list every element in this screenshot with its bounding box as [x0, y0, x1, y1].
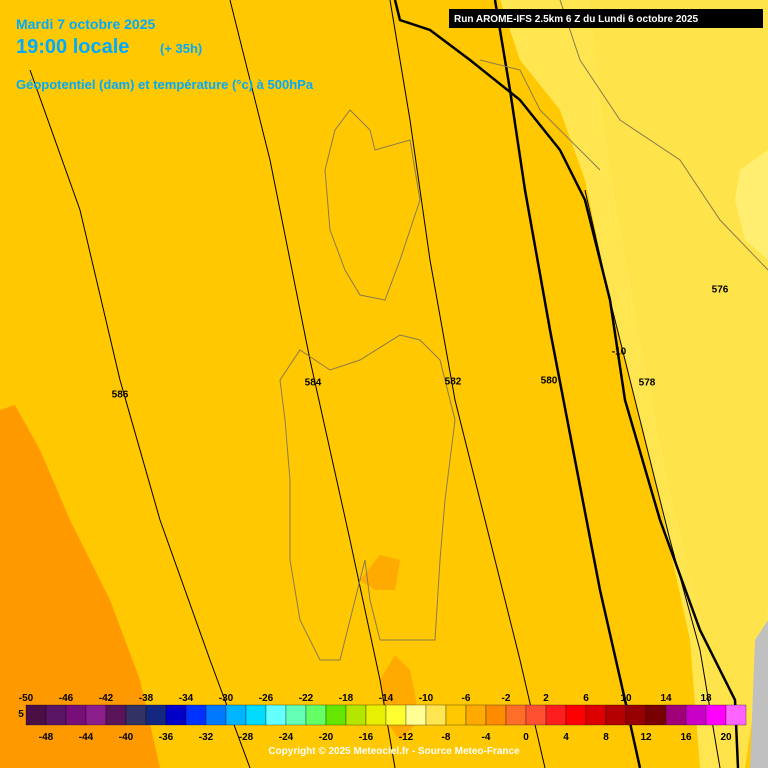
colorbar-cell — [485, 704, 507, 726]
contour-label: 578 — [639, 378, 656, 389]
run-box — [449, 9, 763, 28]
contour-labels: 586 584 582 580 578 576 -10 — [112, 285, 729, 401]
contour-label: 586 — [112, 390, 129, 401]
colorbar-cell — [685, 704, 707, 726]
colorbar-cell — [245, 704, 267, 726]
colorbar-tick-label: 6 — [583, 693, 589, 704]
colorbar-tick-label: -32 — [199, 732, 214, 743]
colorbar-cell — [365, 704, 387, 726]
colorbar-cell — [565, 704, 587, 726]
colorbar-tick-label: -38 — [139, 693, 154, 704]
colorbar-cell — [465, 704, 487, 726]
colorbar-tick-label: -44 — [79, 732, 94, 743]
colorbar-tick-label: 4 — [563, 732, 569, 743]
time: 19:00 locale — [16, 36, 129, 58]
colorbar-edge-label: 5 — [18, 709, 24, 720]
colorbar-cell — [205, 704, 227, 726]
colorbar-cell — [225, 704, 247, 726]
colorbar-cell — [65, 704, 87, 726]
contour-label: 580 — [541, 376, 558, 387]
colorbar-tick-label: 18 — [700, 693, 712, 704]
contour-label: 582 — [445, 377, 462, 388]
colorbar-tick-label: -22 — [299, 693, 314, 704]
colorbar-cell — [445, 704, 467, 726]
colorbar-tick-label: -36 — [159, 732, 174, 743]
contour-label: -10 — [612, 347, 627, 358]
colorbar-cell — [345, 704, 367, 726]
colorbar-cell — [525, 704, 547, 726]
colorbar-tick-label: -30 — [219, 693, 234, 704]
colorbar-tick-label: 0 — [523, 732, 529, 743]
colorbar-tick-label: -26 — [259, 693, 274, 704]
colorbar-cell — [505, 704, 527, 726]
colorbar-cell — [265, 704, 287, 726]
colorbar-tick-label: 16 — [680, 732, 692, 743]
warm-zone — [590, 0, 768, 768]
lead-time: (+ 35h) — [160, 41, 202, 56]
colorbar-tick-label: -10 — [419, 693, 434, 704]
cold-zone — [0, 405, 160, 768]
colorbar-tick-label: -40 — [119, 732, 134, 743]
colorbar: 5-50 -46 -42 -38 -34 -30 -26 -22 -18 -14 -10 -6 -2 2 6… — [18, 693, 747, 743]
colorbar-cell — [405, 704, 427, 726]
colorbar-tick-label: -24 — [279, 732, 294, 743]
colorbar-tick-label: 2 — [543, 693, 549, 704]
colorbar-tick-label: -12 — [399, 732, 414, 743]
field-title: Géopotentiel (dam) et température (°c) à… — [16, 77, 314, 92]
colorbar-cell — [705, 704, 727, 726]
colorbar-tick-label: -16 — [359, 732, 374, 743]
colorbar-cell — [105, 704, 127, 726]
colorbar-cell — [625, 704, 647, 726]
colorbar-cell — [185, 704, 207, 726]
warm-zone — [735, 150, 768, 260]
run-info: Run AROME-IFS 2.5km 6 Z du Lundi 6 octob… — [454, 14, 699, 25]
coastline — [279, 0, 768, 661]
colorbar-tick-label: 14 — [660, 693, 672, 704]
no-data — [750, 620, 768, 768]
colorbar-cell — [385, 704, 407, 726]
colorbar-cell — [585, 704, 607, 726]
colorbar-cell — [605, 704, 627, 726]
colorbar-tick-label: -46 — [59, 693, 74, 704]
colorbar-cell — [145, 704, 167, 726]
colorbar-tick-label: -50 — [19, 693, 34, 704]
colorbar-tick-label: -4 — [482, 732, 491, 743]
colorbar-tick-label: -42 — [99, 693, 114, 704]
cold-zone — [360, 555, 400, 590]
colorbar-cell — [665, 704, 687, 726]
colorbar-cell — [125, 704, 147, 726]
contour-label: 576 — [712, 285, 729, 296]
colorbar-cell — [325, 704, 347, 726]
colorbar-cell — [425, 704, 447, 726]
colorbar-cell — [285, 704, 307, 726]
contour-label: 584 — [305, 378, 322, 389]
colorbar-tick-label: 12 — [640, 732, 652, 743]
colorbar-tick-label: -20 — [319, 732, 334, 743]
colorbar-cell — [85, 704, 107, 726]
colorbar-cell — [645, 704, 667, 726]
colorbar-tick-label: -6 — [462, 693, 471, 704]
colorbar-tick-label: -14 — [379, 693, 394, 704]
colorbar-cell — [545, 704, 567, 726]
colorbar-tick-label: -48 — [39, 732, 54, 743]
colorbar-tick-label: 10 — [620, 693, 632, 704]
colorbar-tick-label: -8 — [442, 732, 451, 743]
colorbar-tick-label: -28 — [239, 732, 254, 743]
colorbar-cell — [165, 704, 187, 726]
colorbar-tick-label: 20 — [720, 732, 732, 743]
colorbar-tick-label: -34 — [179, 693, 194, 704]
copyright: Copyright © 2025 Meteociel.fr - Source M… — [268, 746, 520, 757]
colorbar-tick-label: -2 — [502, 693, 511, 704]
colorbar-tick-label: 8 — [603, 732, 609, 743]
colorbar-cell — [725, 704, 747, 726]
colorbar-cell — [305, 704, 327, 726]
colorbar-tick-label: -18 — [339, 693, 354, 704]
colorbar-cell — [45, 704, 67, 726]
isotherm — [393, 0, 740, 769]
date: Mardi 7 octobre 2025 — [16, 16, 155, 32]
colorbar-cell — [25, 704, 47, 726]
